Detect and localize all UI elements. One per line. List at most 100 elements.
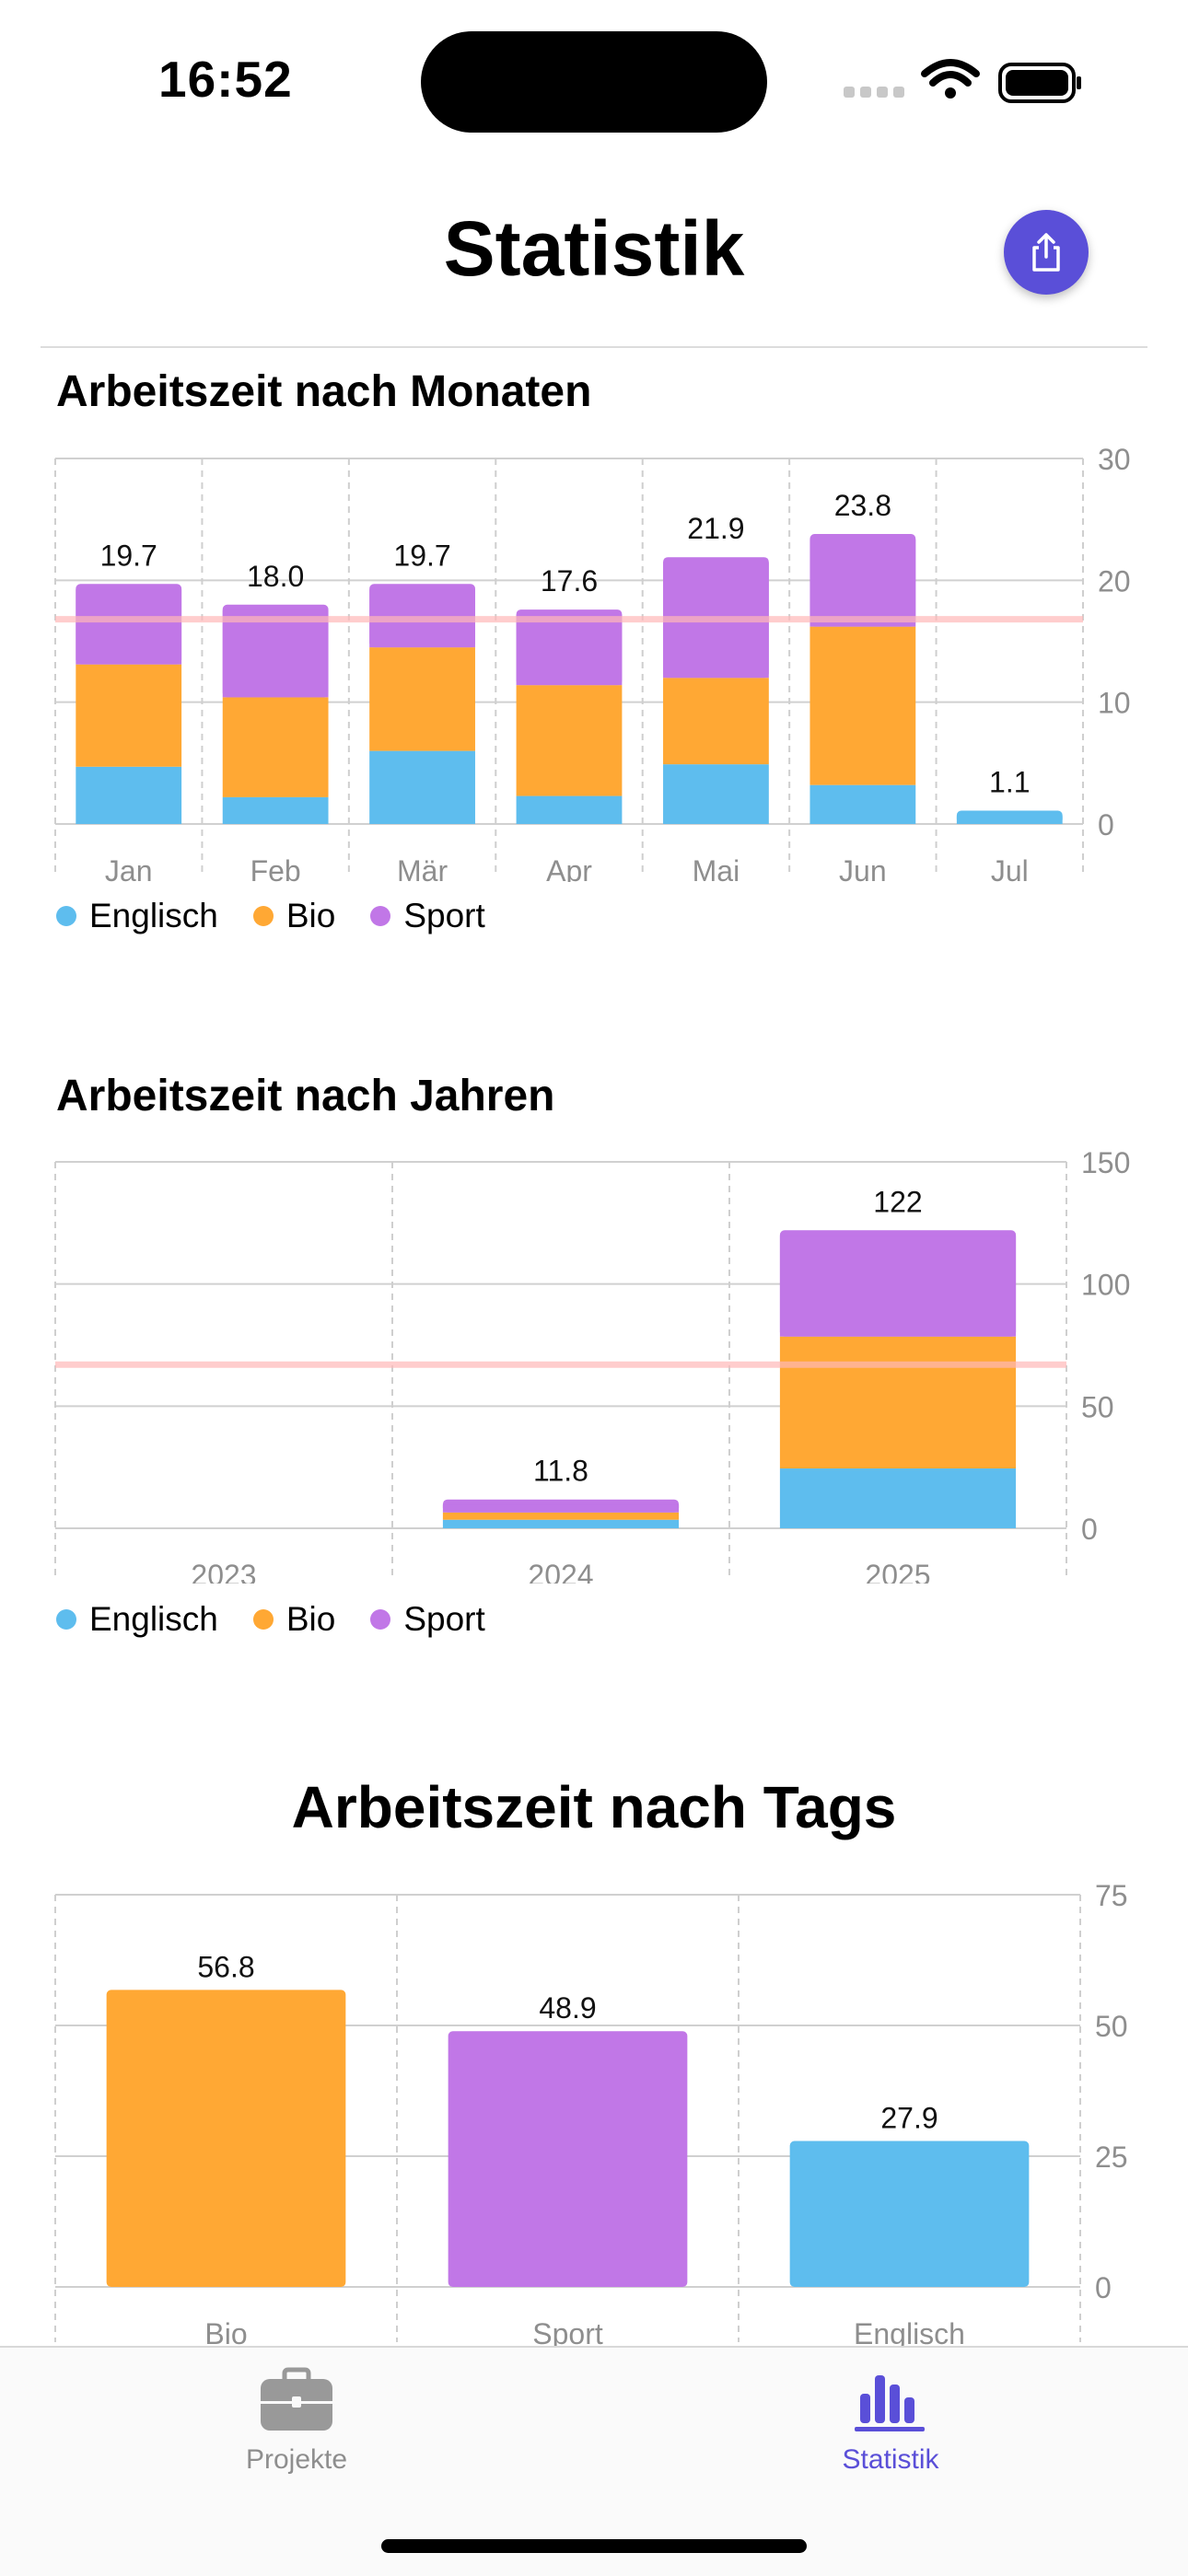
y-tick-label: 30 [1098, 443, 1131, 476]
legend-years: Englisch Bio Sport [56, 1600, 520, 1639]
bar-segment-fill [779, 1236, 1017, 1337]
x-tick-label: 2025 [865, 1559, 930, 1584]
tab-label: Projekte [245, 2444, 348, 2475]
bar-total-label: 17.6 [541, 564, 598, 598]
bar-segment-englisch [663, 764, 769, 824]
bar-total-label: 23.8 [834, 489, 891, 522]
y-tick-label: 50 [1095, 2010, 1128, 2043]
bar-segment-bio [369, 647, 475, 751]
battery-icon [998, 63, 1081, 103]
y-tick-label: 0 [1098, 808, 1114, 841]
share-button[interactable] [1004, 210, 1089, 295]
legend-dot [370, 906, 391, 926]
chart-title-tags: Arbeitszeit nach Tags [291, 1774, 897, 1840]
chart-years: 150 100 50 0 2023 11.8 2024 122 2025 [54, 1146, 1130, 1584]
bar-total-label: 21.9 [687, 512, 744, 545]
bar-total-label: 1.1 [989, 765, 1030, 798]
bar [106, 1990, 346, 2287]
wifi-icon [921, 59, 980, 99]
x-tick-label: Mai [693, 854, 740, 882]
y-tick-label: 25 [1095, 2141, 1128, 2174]
x-tick-label: Mär [397, 854, 448, 882]
page-title: Statistik [443, 205, 745, 292]
legend-dot [370, 1609, 391, 1630]
bar-segment-bio [442, 1512, 680, 1520]
legend-item-englisch: Englisch [56, 897, 218, 935]
bar-segment-bio [222, 697, 329, 797]
x-tick-label: Feb [250, 854, 301, 882]
bar-total-label: 122 [873, 1185, 922, 1218]
bar-segment-englisch [369, 750, 475, 824]
x-tick-label: Sport [532, 2317, 603, 2346]
x-tick-label: Englisch [854, 2317, 965, 2346]
tab-projekte[interactable]: Projekte [158, 2366, 435, 2476]
bar-segment-englisch [779, 1468, 1017, 1528]
chart-months: 30 20 10 0 19.7 Jan 18.0 Feb 19.7 Mär 17.6 Apr 21.9 M… [54, 443, 1131, 882]
y-tick-label: 20 [1098, 564, 1131, 598]
legend-dot [56, 1609, 76, 1630]
tab-bar: Projekte Statistik [0, 2346, 1188, 2576]
status-icons [838, 53, 1087, 109]
bar-segment-bio [663, 678, 769, 765]
y-tick-label: 10 [1098, 687, 1131, 720]
bar-total-label: 18.0 [247, 560, 304, 593]
x-tick-label: Jul [991, 854, 1029, 882]
legend-item-bio: Bio [252, 897, 336, 935]
bar [448, 2031, 688, 2287]
chart-title-years: Arbeitszeit nach Jahren [56, 1072, 555, 1120]
legend-item-sport: Sport [370, 897, 485, 935]
bar-total-label: 19.7 [393, 539, 450, 572]
status-time: 16:52 [158, 51, 293, 108]
x-tick-label: 2023 [191, 1559, 256, 1584]
home-indicator [381, 2539, 807, 2553]
legend-label: Bio [285, 1600, 336, 1638]
bar-segment-bio [779, 1336, 1017, 1468]
tab-statistik[interactable]: Statistik [752, 2366, 1029, 2476]
y-tick-label: 0 [1095, 2271, 1112, 2304]
legend-label: Sport [403, 897, 485, 934]
bar-segment-englisch [76, 766, 182, 824]
legend-label: Englisch [89, 1600, 218, 1638]
bar-segment-bio [809, 626, 916, 785]
bar-segment-fill [222, 609, 329, 698]
y-tick-label: 100 [1081, 1269, 1130, 1302]
chart-title-months: Arbeitszeit nach Monaten [56, 367, 592, 416]
bar-value-label: 27.9 [880, 2102, 938, 2135]
legend-months: Englisch Bio Sport [56, 897, 520, 935]
bar-segment-fill [76, 589, 182, 665]
tab-label: Statistik [842, 2444, 939, 2475]
legend-label: Englisch [89, 897, 218, 934]
legend-item-englisch: Englisch [56, 1600, 218, 1639]
bar-total-label: 19.7 [100, 539, 157, 572]
y-tick-label: 150 [1081, 1146, 1130, 1179]
y-tick-label: 75 [1095, 1879, 1128, 1912]
legend-dot [252, 1609, 274, 1630]
x-tick-label: Jun [839, 854, 887, 882]
y-tick-label: 0 [1081, 1513, 1098, 1546]
bar-segment-bio [76, 664, 182, 767]
bar-segment-fill [442, 1504, 680, 1513]
legend-dot [252, 906, 274, 926]
legend-label: Bio [285, 897, 336, 934]
bar-segment-fill [809, 540, 916, 627]
bar-chart-icon [855, 2375, 925, 2431]
legend-item-sport: Sport [370, 1600, 485, 1639]
legend-label: Sport [403, 1600, 485, 1638]
bar [789, 2141, 1030, 2287]
chart-tags: 75 50 25 0 56.8 Bio 48.9 Sport 27.9 Englisch [54, 1879, 1128, 2346]
legend-item-bio: Bio [252, 1600, 336, 1639]
x-tick-label: Jan [105, 854, 153, 882]
y-tick-label: 50 [1081, 1390, 1114, 1423]
bar-segment-englisch [222, 796, 329, 824]
bar-total-label: 11.8 [533, 1455, 588, 1488]
bar-segment-fill [956, 816, 1063, 824]
x-tick-label: Apr [546, 854, 592, 882]
x-tick-label: Bio [204, 2317, 247, 2346]
bar-segment-englisch [442, 1519, 680, 1528]
bar-segment-englisch [809, 784, 916, 824]
bar-segment-bio [516, 685, 623, 796]
legend-dot [56, 906, 76, 926]
briefcase-icon [261, 2367, 332, 2431]
nav-divider [41, 346, 1147, 348]
dynamic-island [421, 31, 767, 133]
